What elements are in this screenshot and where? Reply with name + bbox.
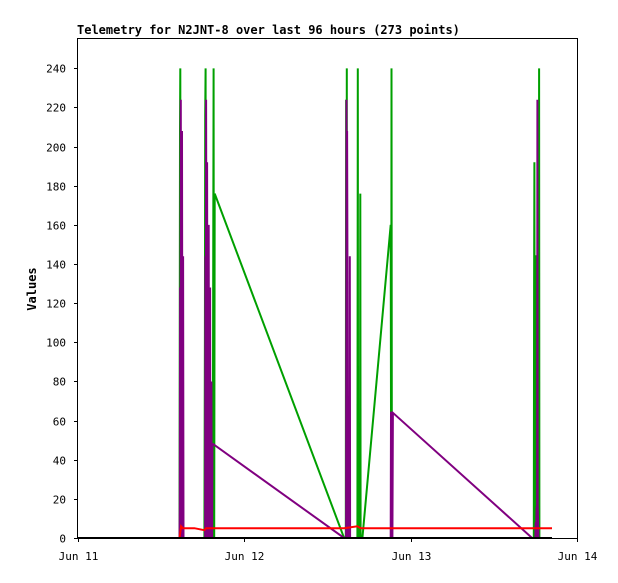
series-line-1 [78,68,552,539]
y-axis-label: Values [25,267,39,310]
y-tick-label: 20 [53,494,66,507]
y-tick-label: 220 [46,102,66,115]
x-tick-label: Jun 12 [225,550,265,563]
plot-area-frame [77,38,578,539]
y-tick-label: 160 [46,220,66,233]
x-tick-label: Jun 14 [558,550,598,563]
series-line-3 [78,524,552,539]
y-tick-label: 60 [53,416,66,429]
y-axis: 0 20 40 60 80 100 120 140 160 180 200 220 240 [46,63,78,546]
y-tick-label: 240 [46,63,66,76]
y-tick-label: 40 [53,455,66,468]
y-tick-label: 80 [53,376,66,389]
series-line-2 [78,99,541,539]
x-tick-label: Jun 13 [392,550,432,563]
y-tick-label: 180 [46,181,66,194]
y-tick-label: 140 [46,259,66,272]
y-tick-label: 100 [46,337,66,350]
y-tick-label: 200 [46,142,66,155]
y-tick-label: 0 [59,533,66,546]
x-axis: Jun 11 Jun 12 Jun 13 Jun 14 [59,538,598,563]
y-tick-label: 120 [46,298,66,311]
chart-title: Telemetry for N2JNT-8 over last 96 hours… [77,23,460,37]
series-layer [78,68,552,539]
x-tick-label: Jun 11 [59,550,99,563]
